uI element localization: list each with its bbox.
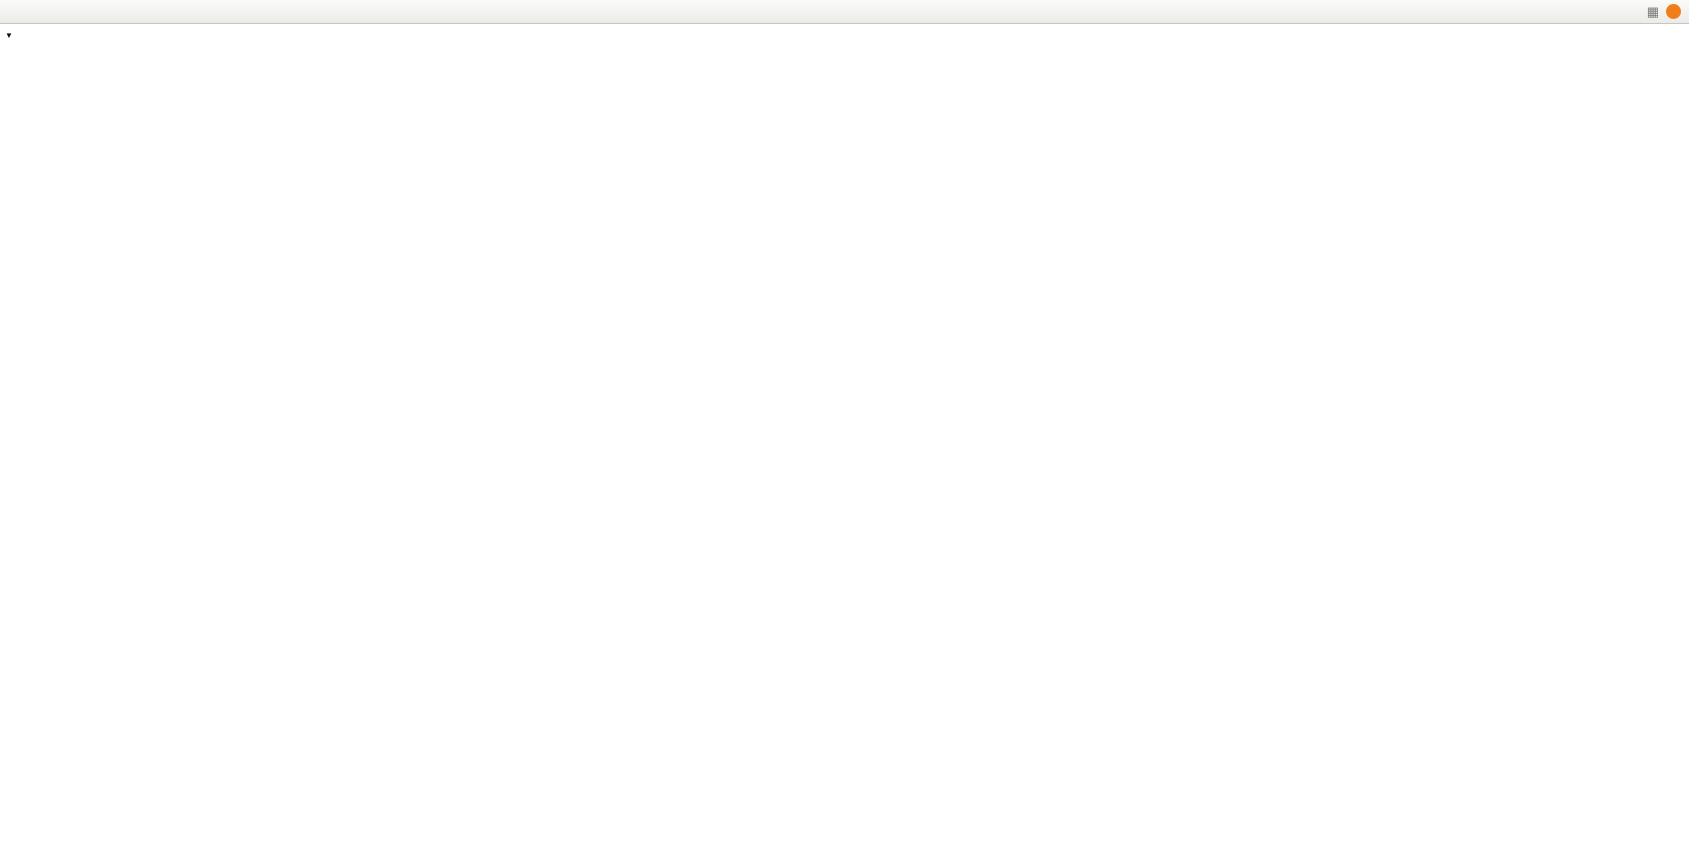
rsi-label [6, 681, 11, 693]
notification-badge[interactable] [1666, 4, 1681, 19]
toolbar: ▦ [0, 0, 1689, 24]
chart-window-icon[interactable]: ▦ [1646, 3, 1659, 19]
toolbar-right: ▦ [1647, 4, 1686, 20]
symbol-dropdown-icon[interactable]: ▼ [5, 31, 13, 40]
quote-line: ▼ [5, 30, 36, 42]
macd-label [6, 573, 16, 585]
